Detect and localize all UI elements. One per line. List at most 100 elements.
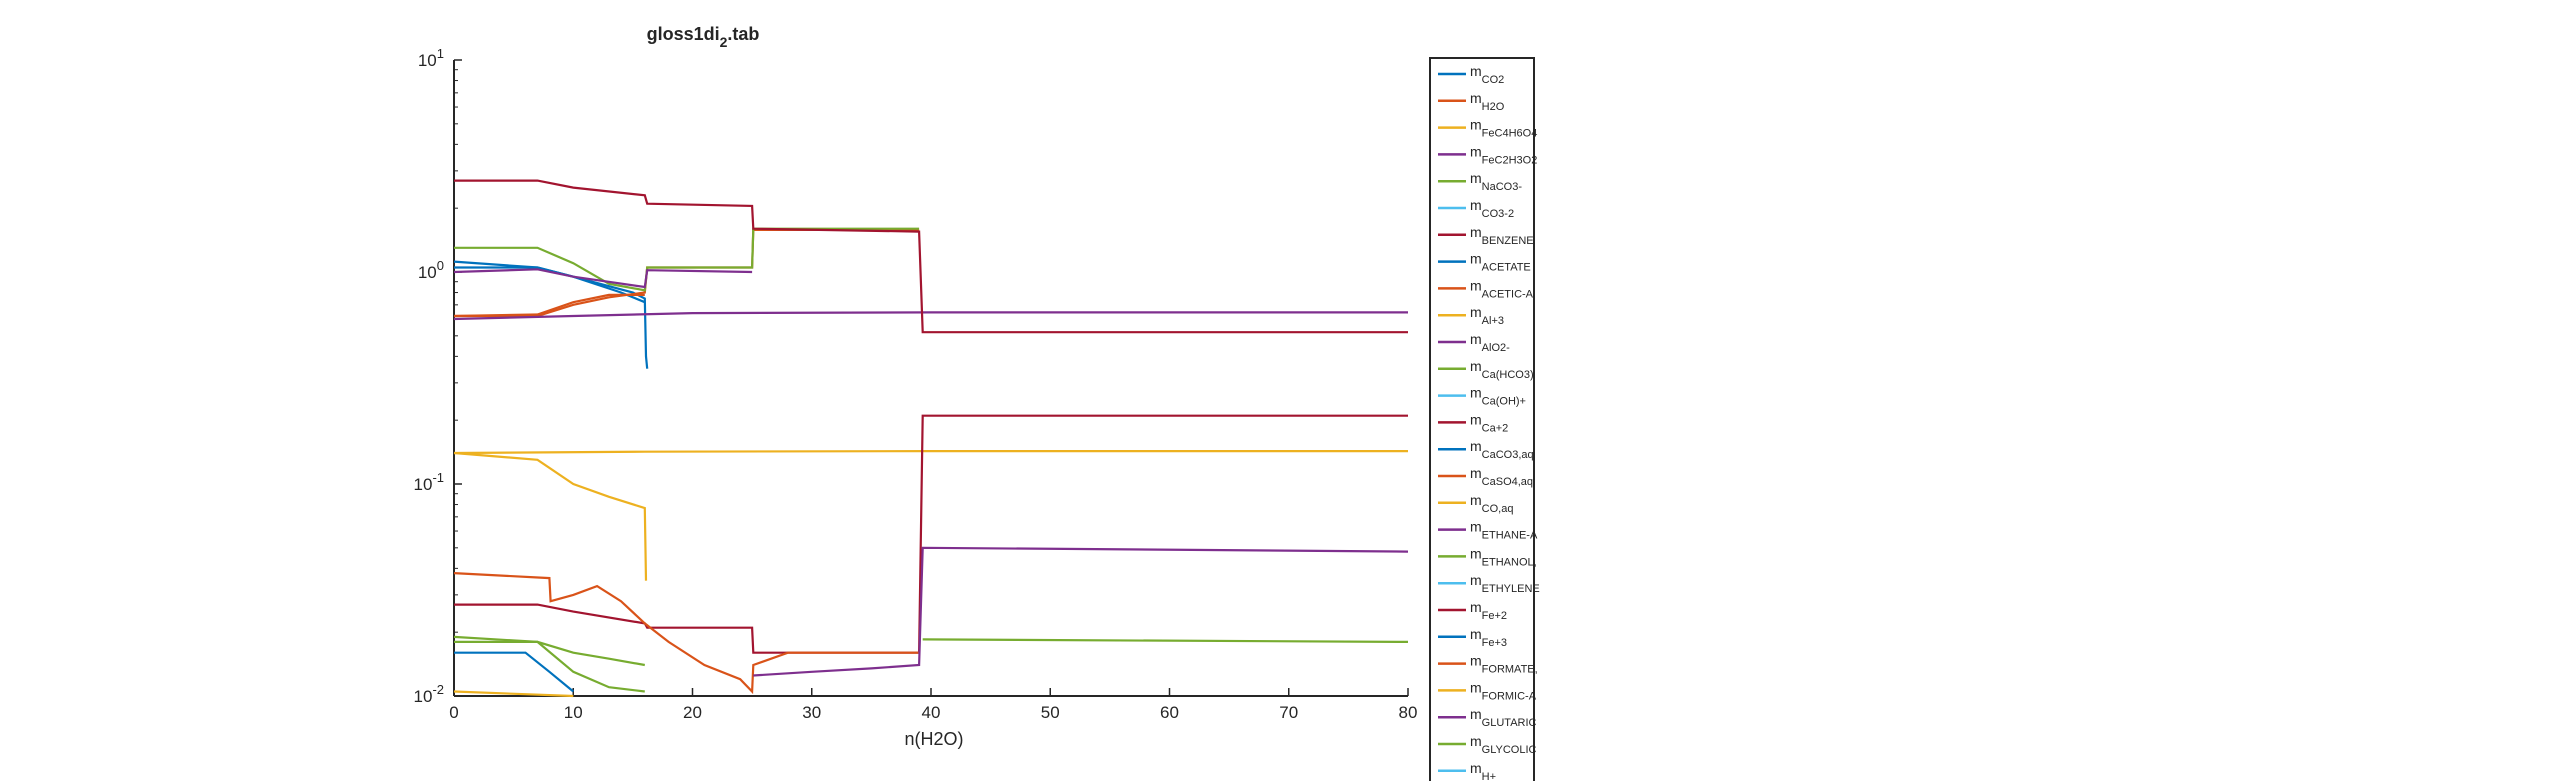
legend-entry: mACETIC-A xyxy=(1470,277,1534,300)
legend-m: m xyxy=(1470,170,1482,186)
y-tick-label: 101 xyxy=(418,46,444,70)
series-line-ethanol- xyxy=(453,635,1409,667)
legend-entry: mH2O xyxy=(1470,90,1505,113)
legend-m: m xyxy=(1470,626,1482,642)
series-line-naco3- xyxy=(454,227,920,292)
series-line-ca-2 xyxy=(454,414,1408,654)
legend-m: m xyxy=(1470,706,1482,722)
legend-label: ACETIC-A xyxy=(1482,288,1534,300)
legend-label: FeC4H6O4 xyxy=(1482,128,1538,140)
legend-label: Fe+2 xyxy=(1482,610,1507,622)
legend-entry: mCaCO3,aq xyxy=(1470,438,1534,461)
chart-title-main: gloss1di xyxy=(647,24,720,44)
legend-entry: mETHYLENE xyxy=(1470,572,1540,595)
legend-m: m xyxy=(1470,653,1482,669)
series-line-caso4-aq xyxy=(453,572,920,695)
legend-m: m xyxy=(1470,599,1482,615)
legend-entry: mETHANE-A xyxy=(1470,519,1538,542)
legend-entry: mAl+3 xyxy=(1470,304,1504,327)
series-line-ethane-a xyxy=(753,546,1409,677)
legend-entry: mCO,aq xyxy=(1470,492,1513,515)
series-line-al-3 xyxy=(453,450,1408,455)
legend-label: ETHANOL, xyxy=(1482,556,1537,568)
legend-m: m xyxy=(1470,465,1482,481)
legend-m: m xyxy=(1470,304,1482,320)
legend-m: m xyxy=(1470,117,1482,133)
x-tick-label: 70 xyxy=(1279,703,1298,722)
legend-label: FORMATE, xyxy=(1482,664,1538,676)
y-tick-exponent: 1 xyxy=(437,46,444,61)
legend-m: m xyxy=(1470,572,1482,588)
legend-label: Al+3 xyxy=(1482,315,1504,327)
legend-label: ETHANE-A xyxy=(1482,530,1538,542)
legend-entry: mGLUTARIC xyxy=(1470,706,1537,729)
legend-entry: mFORMIC-A xyxy=(1470,679,1537,702)
legend-entry: mFe+3 xyxy=(1470,626,1507,649)
y-tick-exponent: 0 xyxy=(437,258,444,273)
legend-label: GLYCOLIC xyxy=(1482,744,1537,756)
legend-m: m xyxy=(1470,277,1482,293)
legend-m: m xyxy=(1470,545,1482,561)
legend-m: m xyxy=(1470,492,1482,508)
x-tick-label: 80 xyxy=(1399,703,1418,722)
y-tick-label: 100 xyxy=(418,258,444,282)
legend-m: m xyxy=(1470,733,1482,749)
legend-m: m xyxy=(1470,143,1482,159)
series-line-caco3-aq xyxy=(454,651,574,693)
legend-box xyxy=(1429,57,1535,781)
legend-label: BENZENE xyxy=(1482,235,1534,247)
series-line-benzene xyxy=(454,179,1408,334)
series-line-fec4h6o4 xyxy=(453,690,574,698)
legend-label: GLUTARIC xyxy=(1482,717,1537,729)
legend-label: FORMIC-A xyxy=(1482,690,1537,702)
y-tick-label: 10-1 xyxy=(414,470,444,494)
legend-entry: mNaCO3- xyxy=(1470,170,1522,193)
x-axis-label: n(H2O) xyxy=(904,729,963,749)
legend-entry: mGLYCOLIC xyxy=(1470,733,1537,756)
legend-m: m xyxy=(1470,63,1482,79)
y-tick-exponent: -2 xyxy=(432,682,444,697)
legend-m: m xyxy=(1470,438,1482,454)
legend-entry: mCa+2 xyxy=(1470,411,1508,434)
y-tick-label: 10-2 xyxy=(414,682,444,706)
legend-label: Ca(OH)+ xyxy=(1482,396,1526,408)
legend-entry: mFORMATE, xyxy=(1470,653,1538,676)
legend-label: FeC2H3O2 xyxy=(1482,154,1538,166)
legend-m: m xyxy=(1470,224,1482,240)
y-tick-base: 10 xyxy=(414,475,433,494)
legend-entry: mCa(HCO3) xyxy=(1470,358,1534,381)
legend-entry: mCO3-2 xyxy=(1470,197,1514,220)
series-line-ca-hco3- xyxy=(454,640,645,693)
legend-label: ACETATE xyxy=(1482,262,1531,274)
series-line-co-aq xyxy=(453,451,648,581)
legend-entry: mBENZENE xyxy=(1470,224,1534,247)
legend-entry: mH+ xyxy=(1470,760,1496,781)
legend-label: Fe+3 xyxy=(1482,637,1507,649)
legend-label: NaCO3- xyxy=(1482,181,1523,193)
chart-title-suffix: .tab xyxy=(727,24,759,44)
legend-label: CaSO4,aq xyxy=(1482,476,1533,488)
y-tick-base: 10 xyxy=(414,687,433,706)
y-tick-base: 10 xyxy=(418,263,437,282)
series-line-fec2h3o2 xyxy=(453,311,1408,321)
legend-label: CO,aq xyxy=(1482,503,1514,515)
x-tick-label: 30 xyxy=(802,703,821,722)
x-tick-label: 40 xyxy=(922,703,941,722)
legend-label: CO3-2 xyxy=(1482,208,1514,220)
legend-m: m xyxy=(1470,90,1482,106)
legend-label: CaCO3,aq xyxy=(1482,449,1534,461)
legend-m: m xyxy=(1470,251,1482,267)
legend-m: m xyxy=(1470,385,1482,401)
legend-label: Ca(HCO3) xyxy=(1482,369,1534,381)
legend-m: m xyxy=(1470,197,1482,213)
legend-entry: mFeC2H3O2 xyxy=(1470,143,1537,166)
y-tick-exponent: -1 xyxy=(432,470,444,485)
legend-m: m xyxy=(1470,411,1482,427)
x-tick-label: 20 xyxy=(683,703,702,722)
legend-m: m xyxy=(1470,679,1482,695)
legend-entry: mACETATE xyxy=(1470,251,1531,274)
legend-label: ETHYLENE xyxy=(1482,583,1540,595)
